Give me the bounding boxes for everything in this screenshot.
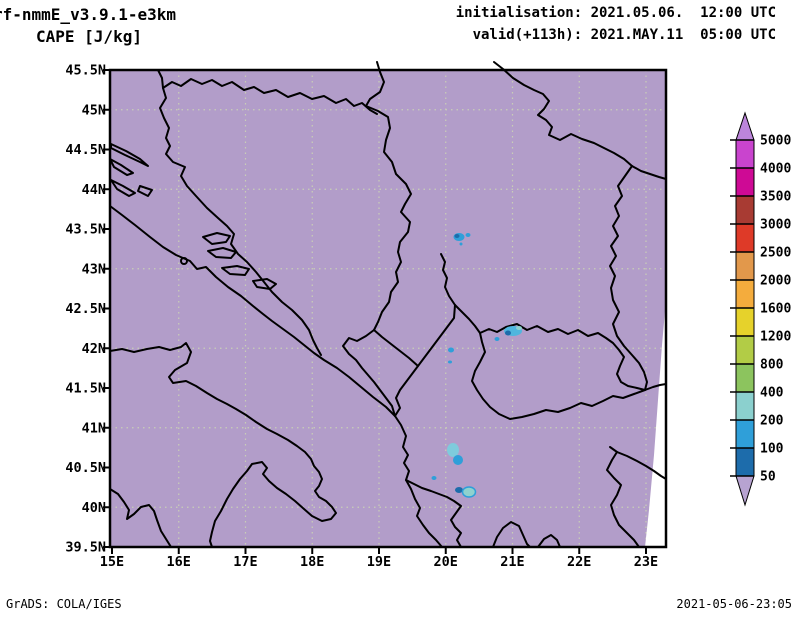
graticule	[110, 70, 666, 547]
lat-label: 43N	[82, 261, 106, 277]
cape-spot	[461, 486, 477, 498]
colorbar-label: 1600	[760, 302, 791, 317]
lat-label: 44.5N	[65, 142, 106, 158]
cape-spot	[453, 455, 463, 465]
colorbar-label: 200	[760, 414, 784, 429]
creation-timestamp: 2021-05-06-23:05	[676, 597, 792, 611]
colorbar-label: 100	[760, 442, 784, 457]
lat-label: 40.5N	[65, 460, 106, 476]
cape-spot	[465, 233, 471, 237]
lon-label: 15E	[100, 554, 124, 570]
colorbar-label: 50	[760, 470, 776, 485]
lon-label: 16E	[167, 554, 191, 570]
colorbar-segment	[735, 195, 755, 225]
colorbar-label: 800	[760, 358, 784, 373]
cape-spot	[454, 234, 460, 238]
cape-spot	[448, 360, 452, 364]
cape-spot	[431, 476, 437, 480]
lat-label: 42N	[82, 341, 106, 357]
axis-ticks	[103, 69, 647, 554]
colorbar-segment	[735, 391, 755, 421]
colorbar-segment	[735, 307, 755, 337]
cape-spot	[447, 443, 459, 457]
map-background	[110, 70, 666, 547]
cape-spot	[448, 347, 454, 353]
colorbar-segment	[735, 167, 755, 197]
coastlines-borders	[109, 61, 667, 548]
colorbar-segment	[735, 139, 755, 169]
lat-label: 45.5N	[65, 63, 106, 79]
lon-label: 20E	[434, 554, 458, 570]
colorbar-segment	[735, 251, 755, 281]
colorbar-label: 2500	[760, 246, 791, 261]
colorbar-above-max-arrow	[735, 111, 755, 141]
colorbar-label: 1200	[760, 330, 791, 345]
grads-credit: GrADS: COLA/IGES	[6, 597, 122, 611]
colorbar-label: 2000	[760, 274, 791, 289]
cape-spots	[431, 233, 522, 498]
colorbar-segment	[735, 419, 755, 449]
lat-label: 44N	[82, 182, 106, 198]
colorbar-below-min-arrow	[735, 475, 755, 507]
variable-title: CAPE [J/kg]	[36, 27, 142, 46]
colorbar-segment	[735, 335, 755, 365]
colorbar-label: 4000	[760, 162, 791, 177]
colorbar-label: 400	[760, 386, 784, 401]
colorbar: 50 100 200 400 800 1200 1600 2000 2500 3000 3500 40…	[730, 111, 791, 507]
lat-label: 39.5N	[65, 540, 106, 556]
lat-label: 41N	[82, 420, 106, 436]
colorbar-label: 3000	[760, 218, 791, 233]
lon-label: 17E	[233, 554, 257, 570]
lon-label: 19E	[367, 554, 391, 570]
initialisation-time: initialisation: 2021.05.06. 12:00 UTC	[455, 5, 776, 21]
cape-spot	[505, 330, 511, 336]
colorbar-segment	[735, 279, 755, 309]
cape-spot	[516, 326, 522, 330]
cape-spot	[459, 242, 463, 246]
colorbar-label: 5000	[760, 134, 791, 149]
model-title: rf-nmmE_v3.9.1-e3km	[0, 5, 177, 24]
lat-label: 42.5N	[65, 301, 106, 317]
colorbar-segment	[735, 223, 755, 253]
axis-labels: 45.5N 45N 44.5N 44N 43.5N 43N 42.5N 42N 41.5N 41N…	[65, 63, 658, 571]
valid-time: valid(+113h): 2021.MAY.11 05:00 UTC	[472, 27, 776, 43]
lat-label: 41.5N	[65, 381, 106, 397]
cape-spot	[494, 337, 500, 341]
lon-label: 18E	[300, 554, 324, 570]
lon-label: 23E	[634, 554, 658, 570]
colorbar-segment	[735, 363, 755, 393]
cape-spot	[455, 487, 463, 493]
colorbar-segment	[735, 447, 755, 477]
lon-label: 21E	[500, 554, 524, 570]
lon-label: 22E	[567, 554, 591, 570]
lat-label: 43.5N	[65, 222, 106, 238]
lat-label: 45N	[82, 102, 106, 118]
lat-label: 40N	[82, 500, 106, 516]
nodata-strip	[645, 300, 666, 547]
colorbar-label: 3500	[760, 190, 791, 205]
